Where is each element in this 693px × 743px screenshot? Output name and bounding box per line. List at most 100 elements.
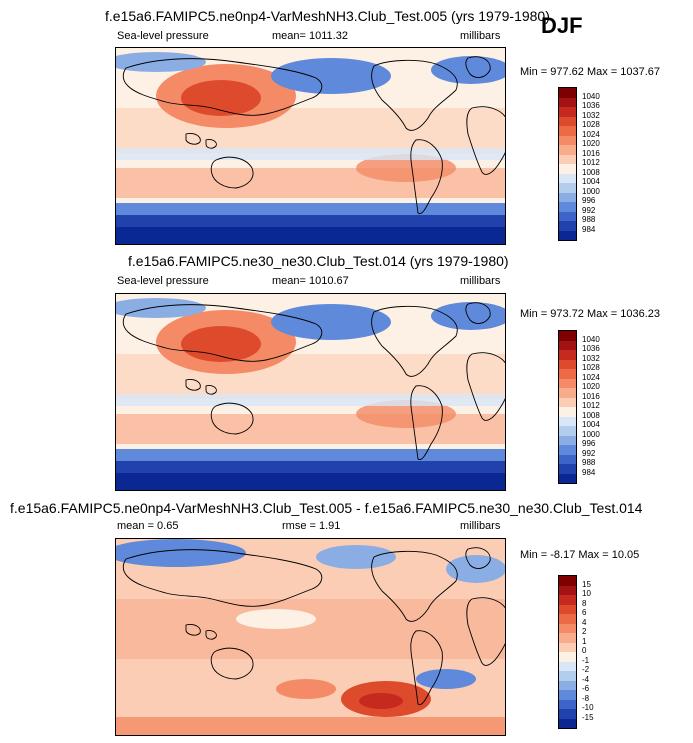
colorbar-tick-label: 1004 (582, 177, 600, 186)
panel2-colorbar (558, 330, 577, 484)
colorbar-tick-label: 1024 (582, 129, 600, 139)
difference-contour-field (116, 539, 505, 735)
colorbar-swatch (559, 350, 576, 360)
colorbar-tick-label: -6 (582, 684, 590, 693)
colorbar-tick-label: 15 (582, 579, 591, 589)
panel2-title: f.e15a6.FAMIPC5.ne30_ne30.Club_Test.014 … (128, 253, 509, 269)
colorbar-tick-label: 1036 (582, 101, 600, 110)
colorbar-swatch (559, 211, 576, 221)
colorbar-tick-label: 1020 (582, 139, 600, 148)
southern-low-belt-2 (116, 215, 505, 227)
colorbar-tick-label: 1028 (582, 363, 600, 372)
colorbar-tick-label: 1000 (582, 186, 600, 196)
coastline (210, 402, 254, 435)
colorbar-swatch (559, 154, 576, 164)
equatorial-trough (116, 148, 505, 160)
colorbar-swatch (559, 221, 576, 231)
colorbar-swatch (559, 585, 576, 595)
aleutian-low (271, 304, 391, 340)
colorbar-swatch (559, 88, 576, 98)
coastline (410, 385, 443, 461)
colorbar-swatch (559, 661, 576, 671)
colorbar-swatch (559, 164, 576, 174)
coastline (210, 647, 254, 680)
colorbar-tick-label: 996 (582, 439, 596, 448)
siberian-high-core (181, 80, 261, 116)
colorbar-swatch (559, 426, 576, 436)
panel2-minmax-label: Min = 973.72 Max = 1036.23 (520, 308, 661, 320)
colorbar-swatch (559, 699, 576, 709)
colorbar-tick-label: 10 (582, 589, 591, 598)
colorbar-swatch (559, 709, 576, 719)
panel3-mean-label: mean = 0.65 (117, 520, 179, 532)
colorbar-tick-label: 1 (582, 636, 587, 646)
colorbar-swatch (559, 145, 576, 155)
coastline (122, 304, 323, 362)
coastline (466, 597, 505, 666)
colorbar-swatch (559, 378, 576, 388)
colorbar-tick-label: -4 (582, 674, 590, 684)
colorbar-tick-label: 6 (582, 608, 587, 617)
coastline (371, 550, 458, 622)
negative-anomaly-arctic (116, 539, 246, 567)
colorbar-swatch (559, 416, 576, 426)
panel1-map (115, 47, 506, 245)
arctic-low (116, 298, 206, 318)
negative-anomaly-atlantic (446, 555, 505, 583)
coastline (410, 139, 443, 215)
colorbar-swatch (559, 126, 576, 136)
colorbar-tick-label: 1024 (582, 372, 600, 382)
colorbar-swatch (559, 642, 576, 652)
colorbar-swatch (559, 623, 576, 633)
colorbar-tick-label: 992 (582, 205, 596, 215)
coastline (122, 58, 323, 116)
colorbar-swatch (559, 359, 576, 369)
colorbar-swatch (559, 614, 576, 624)
colorbar-tick-label: 1012 (582, 401, 600, 410)
colorbar-tick-label: 1028 (582, 120, 600, 129)
colorbar-tick-label: 4 (582, 617, 587, 627)
slp-contour-field (116, 48, 505, 244)
colorbar-swatch (559, 407, 576, 417)
panel3-rmse-label: rmse = 1.91 (282, 520, 341, 532)
colorbar-tick-label: 984 (582, 467, 596, 477)
coastline (122, 549, 323, 607)
colorbar-swatch (559, 445, 576, 455)
colorbar-swatch (559, 173, 576, 183)
coastline (205, 630, 217, 640)
colorbar-tick-label: 1032 (582, 353, 600, 363)
colorbar-swatch (559, 680, 576, 690)
colorbar-tick-label: 8 (582, 598, 587, 608)
southern-low-belt-2 (116, 461, 505, 473)
equatorial-trough (116, 394, 505, 406)
colorbar-tick-label: -1 (582, 655, 590, 665)
colorbar-tick-label: 984 (582, 224, 596, 234)
colorbar-swatch (559, 388, 576, 398)
coastline (205, 385, 217, 395)
colorbar-tick-label: 988 (582, 215, 596, 224)
slp-contour-field (116, 294, 505, 490)
colorbar-swatch (559, 454, 576, 464)
colorbar-tick-label: 1012 (582, 158, 600, 167)
colorbar-swatch (559, 230, 576, 240)
colorbar-tick-label: 0 (582, 646, 587, 655)
coastline (185, 133, 201, 145)
aleutian-low (271, 58, 391, 94)
colorbar-swatch (559, 464, 576, 474)
panel1-title: f.e15a6.FAMIPC5.ne0np4-VarMeshNH3.Club_T… (105, 8, 550, 24)
colorbar-tick-label: 2 (582, 627, 587, 636)
coastline (465, 56, 491, 78)
colorbar-tick-label: 1016 (582, 391, 600, 401)
colorbar-swatch (559, 397, 576, 407)
southern-low-belt-1 (116, 203, 505, 215)
colorbar-tick-label: 996 (582, 196, 596, 205)
coastline (371, 305, 458, 377)
panel1-colorbar (558, 87, 577, 241)
colorbar-swatch (559, 192, 576, 202)
colorbar-swatch (559, 135, 576, 145)
panel1-mean-label: mean= 1011.32 (272, 30, 348, 42)
positive-band (116, 599, 505, 659)
southern-low-belt-3 (116, 473, 505, 490)
colorbar-swatch (559, 718, 576, 728)
colorbar-tick-label: -10 (582, 703, 594, 712)
